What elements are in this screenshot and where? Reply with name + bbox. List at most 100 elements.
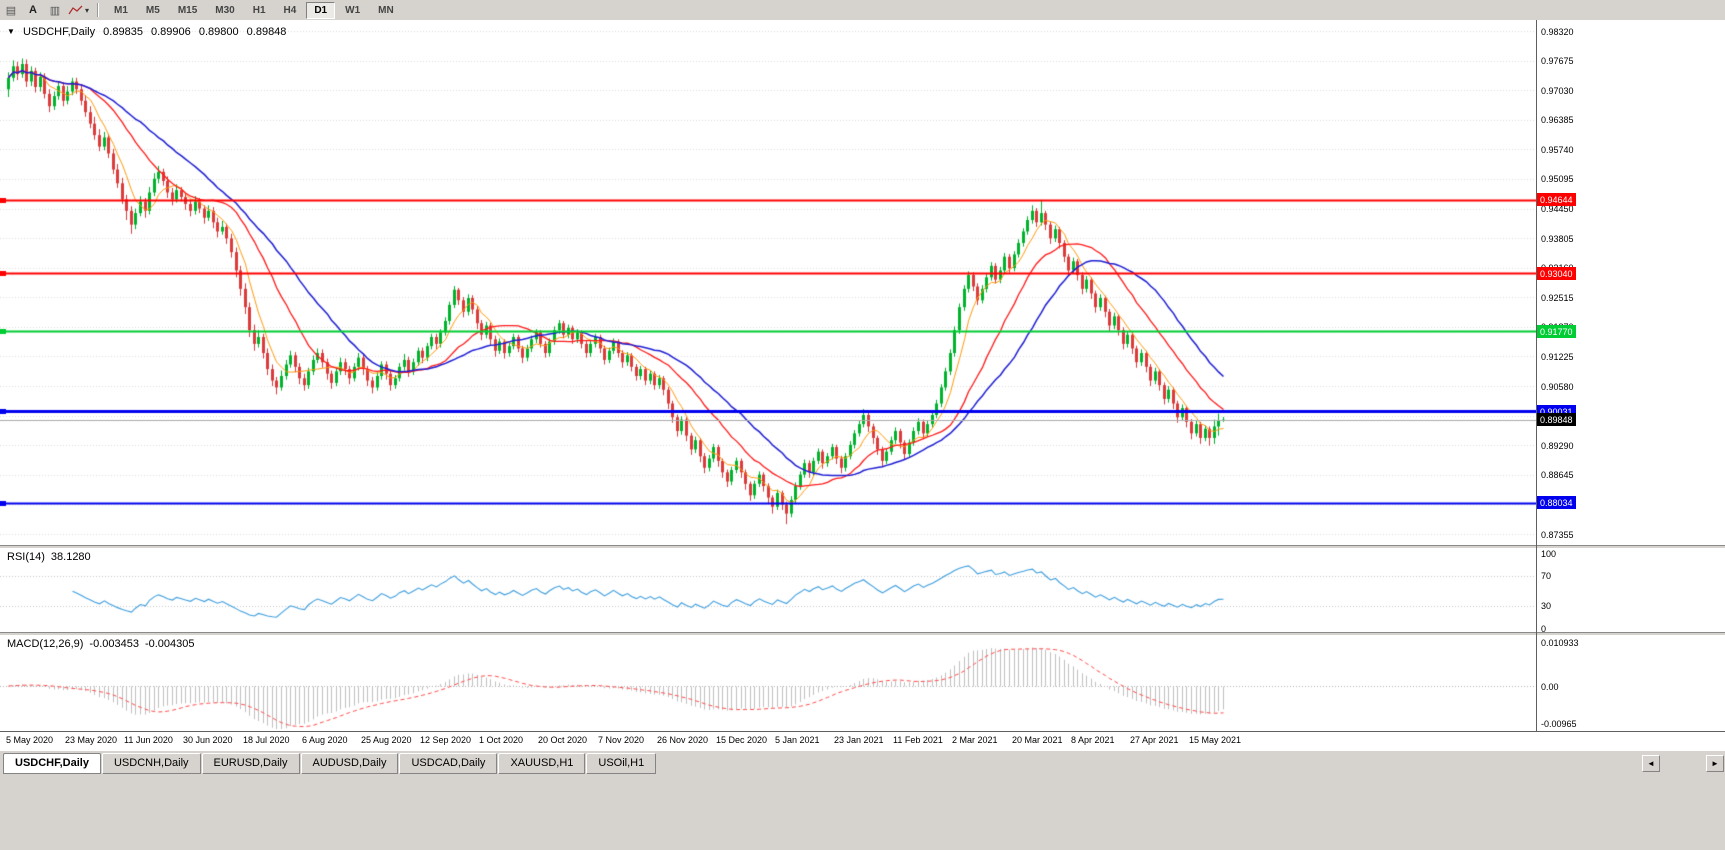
date-axis-label: 11 Feb 2021	[893, 735, 943, 745]
chart-tab-usoil-h1[interactable]: USOil,H1	[586, 753, 657, 774]
macd-signal-value: -0.004305	[144, 638, 195, 650]
price-axis-label: 0.87355	[1541, 529, 1574, 540]
chart-tab-usdcad-daily[interactable]: USDCAD,Daily	[399, 753, 498, 774]
level-price-badge: 0.94644	[1537, 193, 1576, 207]
chart-tab-audusd-daily[interactable]: AUDUSD,Daily	[300, 753, 399, 774]
price-axis-label: 0.95740	[1541, 144, 1574, 155]
zigzag-line-icon	[68, 5, 83, 14]
date-axis-label: 5 May 2020	[6, 735, 54, 745]
price-axis-label: 0.92515	[1541, 292, 1574, 303]
tabs-scroll-left-button[interactable]: ◄	[1642, 755, 1660, 772]
indicators-button[interactable]: ▾	[67, 1, 90, 19]
price-axis-label: 0.97030	[1541, 85, 1574, 96]
timeframe-button-h1[interactable]: H1	[252, 4, 266, 16]
rsi-label: RSI(14) 38.1280	[7, 551, 97, 563]
macd-panel-canvas[interactable]	[0, 636, 1536, 731]
grid-icon: ▤	[5, 4, 17, 17]
chart-type-button[interactable]: ▥	[45, 1, 65, 19]
date-axis-label: 25 Aug 2020	[361, 735, 412, 745]
rsi-axis-label: 30	[1541, 601, 1552, 611]
level-price-badge: 0.91770	[1537, 324, 1576, 338]
price-axis-label: 0.98320	[1541, 26, 1574, 37]
date-axis-label: 8 Apr 2021	[1071, 735, 1115, 745]
macd-axis-label: 0.00	[1541, 681, 1559, 692]
chevron-down-icon: ▾	[85, 5, 90, 15]
date-axis-label: 20 Mar 2021	[1012, 735, 1063, 745]
price-axis-label: 0.94450	[1541, 204, 1574, 215]
symbol-period-label: USDCHF,Daily	[22, 26, 96, 38]
date-axis-label: 27 Apr 2021	[1130, 735, 1179, 745]
date-axis-label: 23 May 2020	[65, 735, 118, 745]
date-axis-label: 26 Nov 2020	[657, 735, 709, 745]
ohlc-high: 0.89906	[151, 26, 191, 38]
bar-chart-icon: ▥	[49, 4, 61, 17]
panel-separator[interactable]	[0, 545, 1725, 549]
date-axis-label: 1 Oct 2020	[479, 735, 524, 745]
chart-tabs: USDCHF,Daily USDCNH,Daily EURUSD,Daily AUDU…	[3, 753, 657, 774]
date-axis-label: 23 Jan 2021	[834, 735, 884, 745]
collapse-triangle-icon[interactable]: ▼	[7, 27, 15, 36]
timeframe-button-w1[interactable]: W1	[345, 4, 361, 16]
rsi-panel-canvas[interactable]	[0, 549, 1536, 632]
chart-tab-usdchf-daily[interactable]: USDCHF,Daily	[3, 753, 101, 774]
panel-separator[interactable]	[0, 632, 1725, 636]
autoscroll-button[interactable]: A	[29, 4, 37, 16]
ohlc-open: 0.89835	[103, 26, 143, 38]
timeframe-button-m1[interactable]: M1	[114, 4, 128, 16]
macd-main-value: -0.003453	[89, 638, 139, 650]
tabs-scroll-right-button[interactable]: ►	[1706, 755, 1724, 772]
chart-tab-eurusd-daily[interactable]: EURUSD,Daily	[201, 753, 300, 774]
date-axis-label: 6 Aug 2020	[302, 735, 348, 745]
macd-label: MACD(12,26,9) -0.003453 -0.004305	[7, 638, 201, 650]
timeframe-button-m30[interactable]: M30	[215, 4, 235, 16]
date-axis-label: 30 Jun 2020	[183, 735, 233, 745]
ohlc-close: 0.89848	[246, 26, 287, 38]
rsi-axis-label: 70	[1541, 571, 1552, 581]
date-axis-label: 18 Jul 2020	[243, 735, 290, 745]
price-axis-label: 0.96385	[1541, 115, 1574, 126]
price-axis-label: 0.95095	[1541, 174, 1574, 185]
macd-axis-label: 0.010933	[1541, 638, 1579, 649]
macd-name: MACD(12,26,9)	[7, 638, 84, 650]
date-axis-label: 12 Sep 2020	[420, 735, 472, 745]
date-axis: 5 May 2020 23 May 2020 11 Jun 2020 30 Jun 2…	[0, 732, 1725, 750]
scroll-right-icon: ►	[1711, 759, 1719, 768]
date-axis-label: 2 Mar 2021	[952, 735, 998, 745]
price-axis-label: 0.90580	[1541, 381, 1574, 392]
toolbar-separator	[97, 3, 100, 17]
chart-tabs-bar: USDCHF,Daily USDCNH,Daily EURUSD,Daily AUDU…	[0, 750, 1725, 775]
candlestick-chart-canvas[interactable]	[0, 20, 1536, 545]
window-background-strip	[0, 774, 1725, 850]
date-axis-label: 20 Oct 2020	[538, 735, 588, 745]
scroll-left-icon: ◄	[1647, 759, 1655, 768]
timeframe-buttons: M1 M5 M15 M30 H1 H4 D1 W1 MN	[105, 1, 403, 19]
rsi-value: 38.1280	[50, 551, 91, 563]
timeframe-button-m15[interactable]: M15	[177, 4, 198, 16]
chart-area: ▼ USDCHF,Daily 0.89835 0.89906 0.89800 0…	[0, 20, 1725, 750]
rsi-name: RSI(14)	[7, 551, 45, 563]
date-axis-label: 5 Jan 2021	[775, 735, 820, 745]
timeframe-button-d1[interactable]: D1	[306, 1, 336, 19]
rsi-axis-label: 100	[1541, 548, 1557, 559]
date-axis-label: 15 Dec 2020	[716, 735, 768, 745]
chart-toolbar: ▤ A ▥ ▾ M1 M5 M15 M30 H1 H4 D1 W1 MN	[0, 0, 1725, 21]
date-axis-label: 15 May 2021	[1189, 735, 1242, 745]
date-axis-label: 11 Jun 2020	[124, 735, 173, 745]
price-axis-label: 0.88645	[1541, 470, 1574, 481]
time-axis-border	[0, 731, 1725, 732]
current-price-badge: 0.89848	[1537, 413, 1576, 427]
chart-list-icon[interactable]: ▤	[1, 1, 21, 19]
level-price-badge: 0.88034	[1537, 496, 1576, 510]
chart-tab-xauusd-h1[interactable]: XAUUSD,H1	[498, 753, 586, 774]
date-axis-label: 7 Nov 2020	[598, 735, 645, 745]
price-axis-label: 0.91225	[1541, 351, 1574, 362]
timeframe-button-h4[interactable]: H4	[283, 4, 297, 16]
price-axis-border	[1536, 20, 1537, 750]
chart-title: ▼ USDCHF,Daily 0.89835 0.89906 0.89800 0…	[7, 26, 291, 38]
level-price-badge: 0.93040	[1537, 266, 1576, 280]
macd-axis-label: -0.00965	[1541, 719, 1577, 730]
timeframe-button-mn[interactable]: MN	[378, 4, 394, 16]
chart-tab-usdcnh-daily[interactable]: USDCNH,Daily	[101, 753, 201, 774]
timeframe-button-m5[interactable]: M5	[145, 4, 160, 16]
